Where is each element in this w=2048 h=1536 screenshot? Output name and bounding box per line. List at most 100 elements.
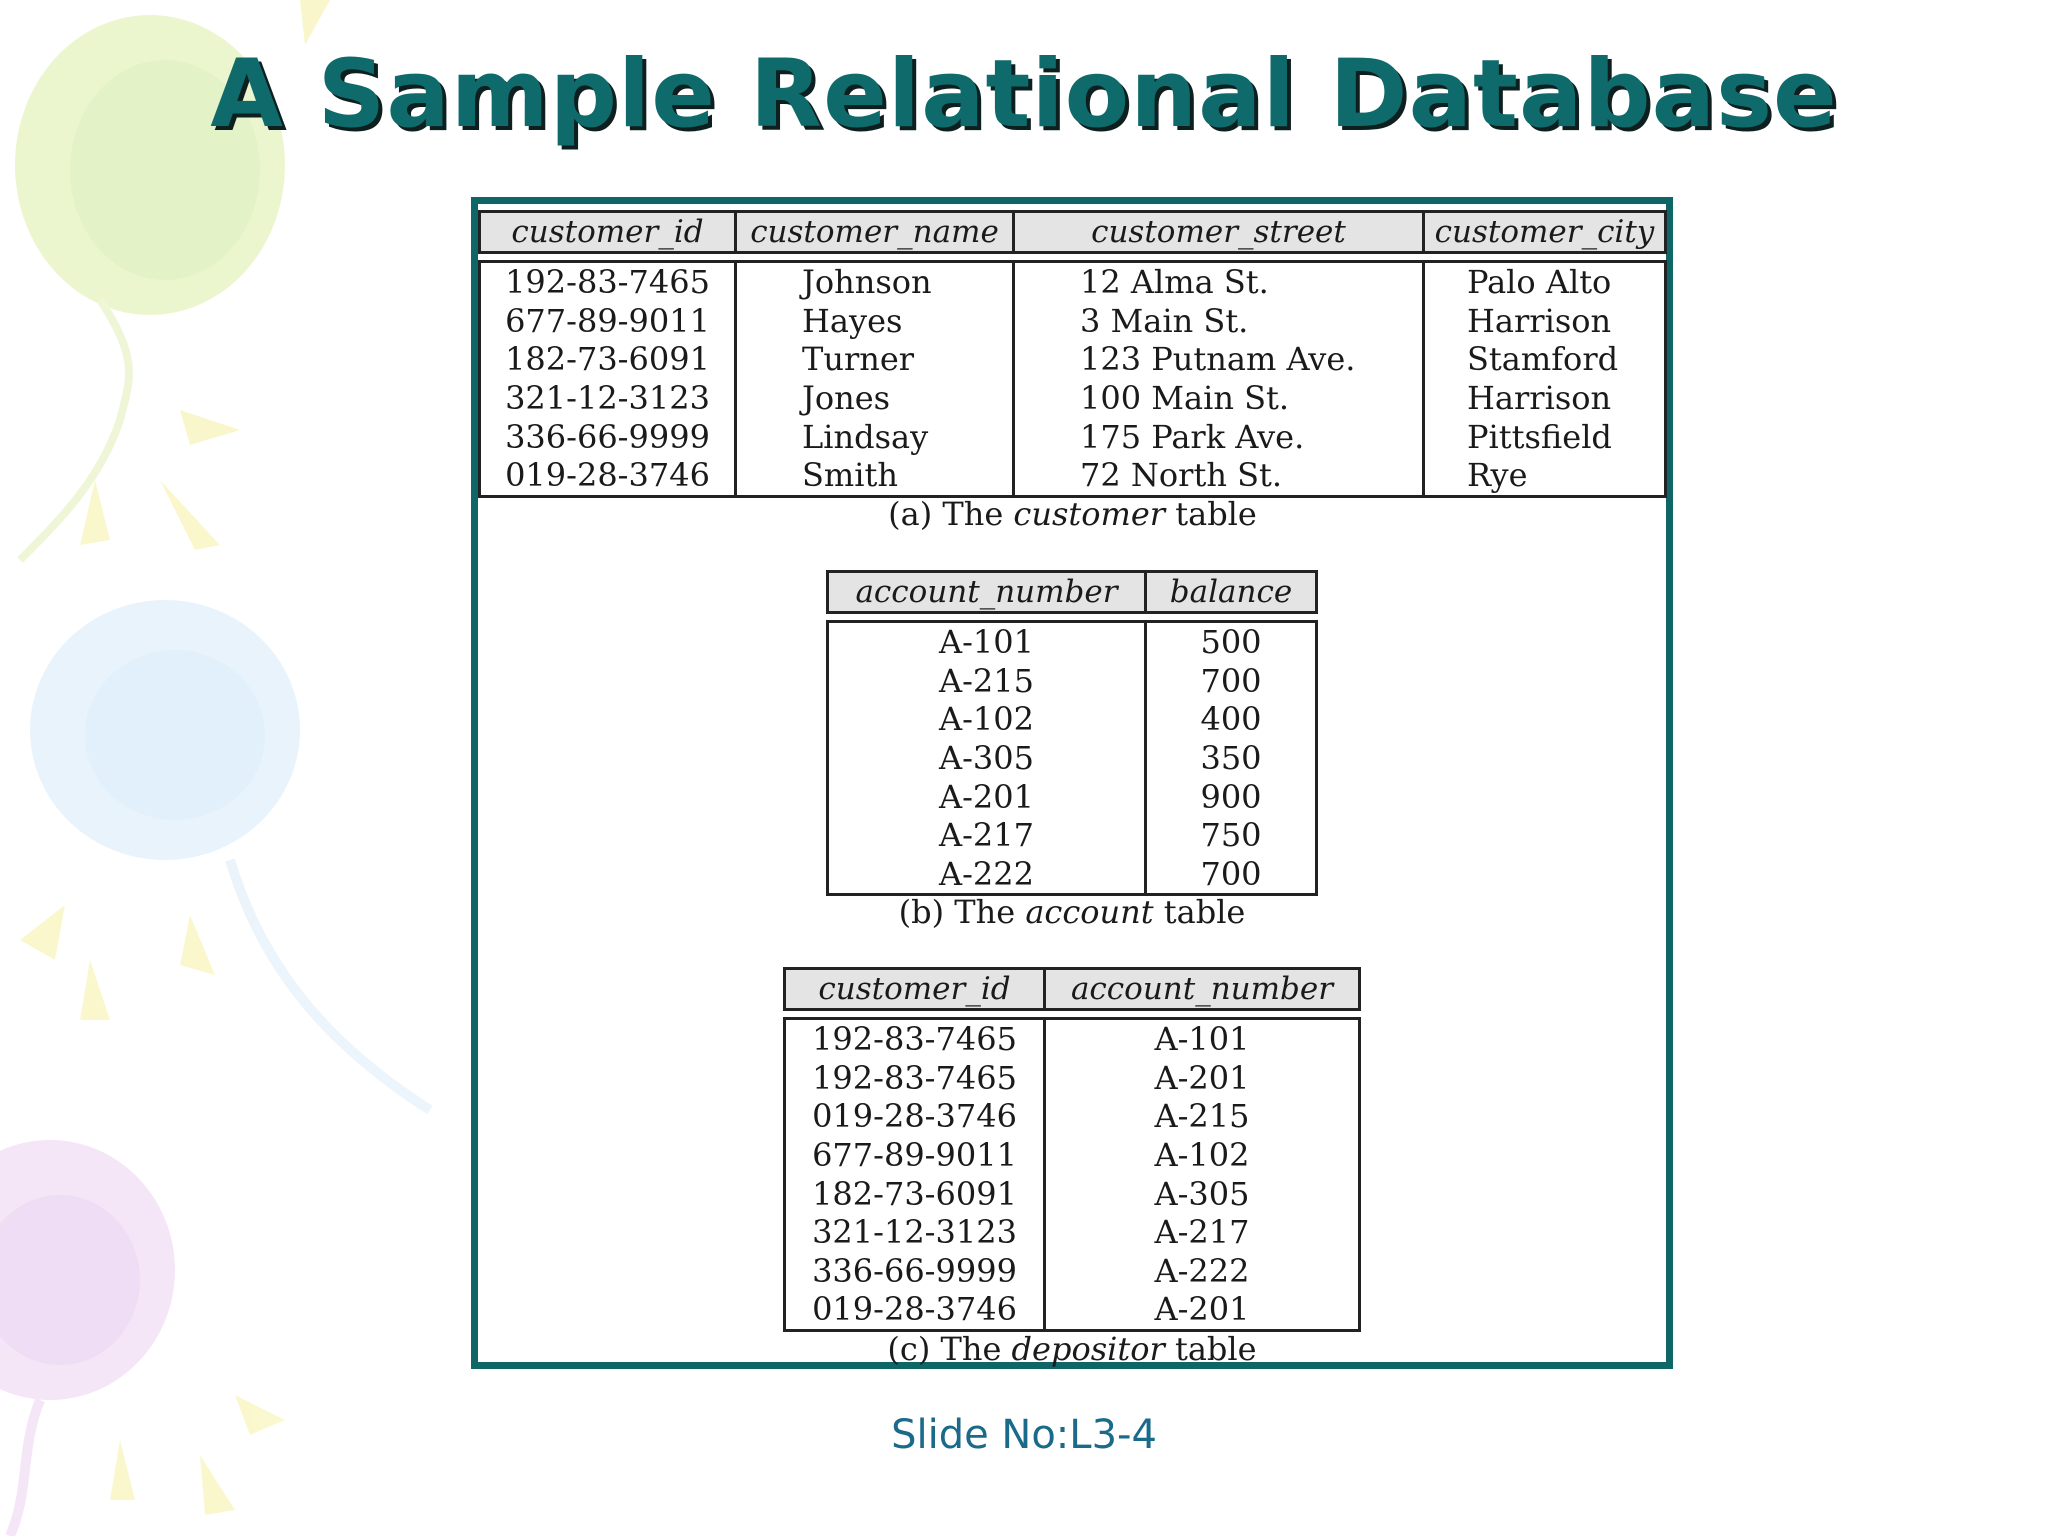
column-header: account_number — [1043, 967, 1361, 1011]
table-cell: 400 — [1144, 700, 1318, 739]
column-header: account_number — [826, 570, 1144, 614]
table-cell: A-217 — [826, 815, 1144, 855]
column-header: customer_name — [734, 210, 1012, 254]
table-cell: Hayes — [734, 301, 1012, 341]
table-cell: 3 Main St. — [1012, 301, 1422, 341]
caption-suffix: table — [1163, 893, 1246, 931]
table-cell: A-222 — [826, 854, 1144, 897]
table-row: A-305 350 — [826, 738, 1318, 778]
table-header-row: customer_id account_number — [783, 967, 1361, 1011]
table-row: 182-73-6091 A-305 — [783, 1174, 1361, 1213]
table-cell: A-217 — [1043, 1212, 1361, 1252]
table-row: 321-12-3123 Jones 100 Main St. Harrison — [478, 378, 1667, 418]
figure-frame — [471, 197, 1673, 1369]
table-cell: Harrison — [1422, 301, 1667, 341]
balloon-decoration — [0, 0, 433, 1536]
table-header-row: account_number balance — [826, 570, 1318, 614]
table-cell: 123 Putnam Ave. — [1012, 340, 1422, 379]
table-cell: 019-28-3746 — [478, 455, 734, 498]
slide-title: A Sample Relational Database — [210, 40, 1838, 149]
customer-table-caption: (a) The customer table — [478, 495, 1667, 533]
table-cell: A-215 — [826, 661, 1144, 701]
caption-prefix: (a) The — [888, 495, 1004, 533]
table-cell: 019-28-3746 — [783, 1097, 1043, 1136]
table-row: 336-66-9999 Lindsay 175 Park Ave. Pittsfiel… — [478, 417, 1667, 456]
column-header: customer_id — [478, 210, 734, 254]
column-header: customer_id — [783, 967, 1043, 1011]
caption-prefix: (b) The — [898, 893, 1016, 931]
table-cell: 192-83-7465 — [783, 1017, 1043, 1059]
table-cell: A-102 — [1043, 1135, 1361, 1175]
table-row: 019-28-3746 A-201 — [783, 1290, 1361, 1332]
table-cell: Rye — [1422, 455, 1667, 498]
account-table: account_number balance A-101 500 A-215 700 A-… — [826, 570, 1318, 897]
caption-prefix: (c) The — [887, 1330, 1002, 1368]
table-cell: 321-12-3123 — [478, 378, 734, 418]
table-cell: 500 — [1144, 620, 1318, 662]
table-cell: 12 Alma St. — [1012, 260, 1422, 302]
table-row: 677-89-9011 Hayes 3 Main St. Harrison — [478, 301, 1667, 341]
table-cell: 677-89-9011 — [478, 301, 734, 341]
table-row: A-201 900 — [826, 777, 1318, 816]
table-row: 192-83-7465 A-101 — [783, 1017, 1361, 1059]
table-cell: Lindsay — [734, 417, 1012, 456]
table-cell: A-305 — [1043, 1174, 1361, 1213]
table-cell: A-305 — [826, 738, 1144, 778]
table-cell: 175 Park Ave. — [1012, 417, 1422, 456]
caption-suffix: table — [1175, 495, 1257, 533]
table-row: A-215 700 — [826, 661, 1318, 701]
caption-table-name: depositor — [1011, 1330, 1165, 1368]
table-cell: A-201 — [1043, 1058, 1361, 1098]
table-row: 192-83-7465 Johnson 12 Alma St. Palo Alto — [478, 260, 1667, 302]
customer-table: customer_id customer_name customer_street c… — [478, 210, 1667, 498]
table-cell: 182-73-6091 — [783, 1174, 1043, 1213]
table-row: 336-66-9999 A-222 — [783, 1251, 1361, 1291]
table-row: 182-73-6091 Turner 123 Putnam Ave. Stamford — [478, 340, 1667, 379]
table-cell: A-201 — [1043, 1290, 1361, 1332]
table-row: 321-12-3123 A-217 — [783, 1212, 1361, 1252]
caption-table-name: account — [1025, 893, 1154, 931]
table-cell: 750 — [1144, 815, 1318, 855]
caption-suffix: table — [1174, 1330, 1257, 1368]
table-cell: 336-66-9999 — [478, 417, 734, 456]
table-cell: 100 Main St. — [1012, 378, 1422, 418]
table-cell: Smith — [734, 455, 1012, 498]
table-row: 019-28-3746 A-215 — [783, 1097, 1361, 1136]
caption-table-name: customer — [1013, 495, 1166, 533]
column-header: balance — [1144, 570, 1318, 614]
slide-number: Slide No:L3-4 — [891, 1412, 1157, 1458]
table-row: A-102 400 — [826, 700, 1318, 739]
table-cell: A-101 — [826, 620, 1144, 662]
table-row: 019-28-3746 Smith 72 North St. Rye — [478, 455, 1667, 498]
table-cell: 677-89-9011 — [783, 1135, 1043, 1175]
account-table-caption: (b) The account table — [826, 893, 1318, 931]
table-cell: A-101 — [1043, 1017, 1361, 1059]
table-cell: A-222 — [1043, 1251, 1361, 1291]
table-cell: Turner — [734, 340, 1012, 379]
table-cell: 019-28-3746 — [783, 1290, 1043, 1332]
table-cell: 700 — [1144, 854, 1318, 897]
table-cell: 192-83-7465 — [478, 260, 734, 302]
table-cell: Harrison — [1422, 378, 1667, 418]
column-header: customer_city — [1422, 210, 1667, 254]
table-cell: 321-12-3123 — [783, 1212, 1043, 1252]
table-cell: A-201 — [826, 777, 1144, 816]
table-row: A-217 750 — [826, 815, 1318, 855]
table-cell: Palo Alto — [1422, 260, 1667, 302]
table-cell: Johnson — [734, 260, 1012, 302]
table-cell: 192-83-7465 — [783, 1058, 1043, 1098]
table-cell: 350 — [1144, 738, 1318, 778]
table-cell: 182-73-6091 — [478, 340, 734, 379]
table-cell: 336-66-9999 — [783, 1251, 1043, 1291]
table-cell: 700 — [1144, 661, 1318, 701]
table-cell: 72 North St. — [1012, 455, 1422, 498]
table-cell: A-215 — [1043, 1097, 1361, 1136]
column-header: customer_street — [1012, 210, 1422, 254]
table-row: 192-83-7465 A-201 — [783, 1058, 1361, 1098]
table-cell: Jones — [734, 378, 1012, 418]
table-row: 677-89-9011 A-102 — [783, 1135, 1361, 1175]
table-cell: Pittsfield — [1422, 417, 1667, 456]
depositor-table-caption: (c) The depositor table — [783, 1330, 1361, 1368]
table-row: A-222 700 — [826, 854, 1318, 897]
table-row: A-101 500 — [826, 620, 1318, 662]
